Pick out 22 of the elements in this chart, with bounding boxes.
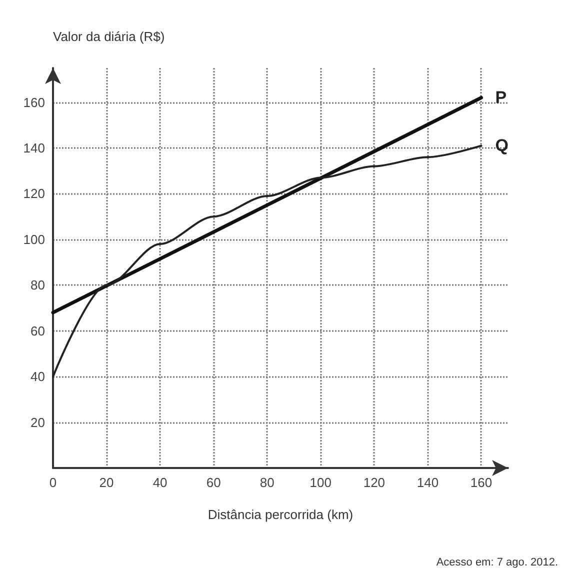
y-tick-label: 140	[23, 140, 45, 156]
x-tick-label: 80	[260, 475, 274, 490]
y-tick-label: 160	[23, 94, 45, 110]
x-tick-label: 40	[152, 475, 168, 490]
x-tick-label: 100	[310, 475, 332, 490]
y-tick-label: 100	[23, 232, 45, 247]
series-label: P	[495, 88, 507, 108]
y-tick-label: 80	[30, 278, 45, 293]
x-tick-label: 0	[49, 475, 57, 490]
y-tick-label: 60	[30, 323, 45, 338]
y-tick-label: 120	[23, 186, 45, 202]
y-tick-label: 40	[30, 369, 45, 384]
x-tick-label: 140	[416, 475, 439, 490]
x-tick-label: 20	[99, 475, 114, 490]
series-label: Q	[495, 136, 508, 156]
text: Acesso em: 7 ago. 2012.	[436, 556, 558, 568]
y-axis-title: Valor da diária (R$)	[53, 29, 165, 44]
y-tick-label: 20	[30, 414, 45, 430]
x-tick-label: 60	[206, 475, 221, 490]
x-axis-title: Distância percorrida (km)	[208, 507, 354, 522]
x-tick-label: 160	[470, 475, 492, 490]
x-tick-label: 120	[363, 475, 386, 490]
